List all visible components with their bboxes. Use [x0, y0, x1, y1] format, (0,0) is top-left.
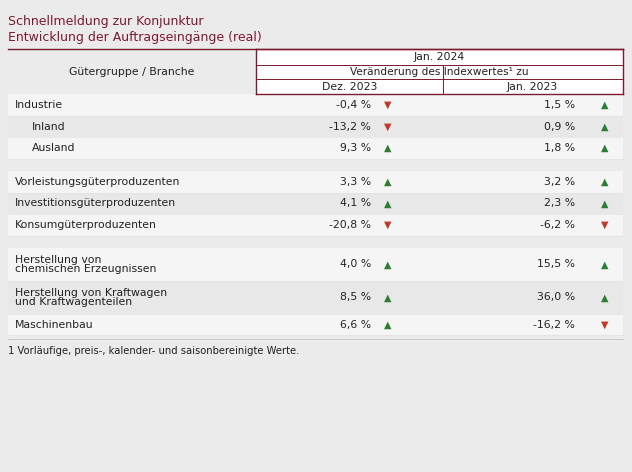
Text: ▼: ▼ [384, 220, 391, 230]
Text: Maschinenbau: Maschinenbau [15, 320, 93, 329]
Text: 1,5 %: 1,5 % [544, 100, 575, 110]
Text: ▲: ▲ [384, 143, 391, 153]
Text: Ausland: Ausland [32, 143, 76, 153]
Text: Gütergruppe / Branche: Gütergruppe / Branche [70, 67, 195, 77]
Text: ▼: ▼ [601, 320, 609, 329]
Text: ▲: ▲ [601, 177, 609, 187]
Text: 8,5 %: 8,5 % [340, 292, 371, 303]
Text: 4,0 %: 4,0 % [340, 259, 371, 270]
Text: ▼: ▼ [384, 100, 391, 110]
Text: ▲: ▲ [601, 259, 609, 270]
Text: 3,2 %: 3,2 % [544, 177, 575, 187]
Text: ▲: ▲ [384, 292, 391, 303]
Text: und Kraftwagenteilen: und Kraftwagenteilen [15, 296, 131, 307]
Text: Inland: Inland [32, 122, 66, 132]
Text: -20,8 %: -20,8 % [329, 220, 371, 230]
Text: ▲: ▲ [384, 259, 391, 270]
Text: chemischen Erzeugnissen: chemischen Erzeugnissen [15, 263, 156, 274]
Text: 3,3 %: 3,3 % [340, 177, 371, 187]
Text: 6,6 %: 6,6 % [340, 320, 371, 329]
Text: ▼: ▼ [384, 122, 391, 132]
Text: -13,2 %: -13,2 % [329, 122, 371, 132]
Text: 0,9 %: 0,9 % [544, 122, 575, 132]
Text: ▲: ▲ [384, 320, 391, 329]
Text: ▲: ▲ [384, 198, 391, 208]
Text: ▲: ▲ [601, 198, 609, 208]
Text: Herstellung von Kraftwagen: Herstellung von Kraftwagen [15, 288, 167, 298]
Text: Industrie: Industrie [15, 100, 63, 110]
Text: Vorleistungsgüterproduzenten: Vorleistungsgüterproduzenten [15, 177, 180, 187]
Text: Jan. 2023: Jan. 2023 [507, 82, 558, 92]
Text: -6,2 %: -6,2 % [540, 220, 575, 230]
Text: -16,2 %: -16,2 % [533, 320, 575, 329]
Text: Entwicklung der Auftragseingänge (real): Entwicklung der Auftragseingänge (real) [8, 31, 262, 44]
Text: Herstellung von: Herstellung von [15, 255, 101, 265]
Text: 1 Vorläufige, preis-, kalender- und saisonbereinigte Werte.: 1 Vorläufige, preis-, kalender- und sais… [8, 346, 300, 356]
Text: Investitionsgüterproduzenten: Investitionsgüterproduzenten [15, 198, 176, 208]
Text: ▲: ▲ [384, 177, 391, 187]
Text: ▲: ▲ [601, 292, 609, 303]
Text: Veränderung des Indexwertes¹ zu: Veränderung des Indexwertes¹ zu [350, 67, 528, 77]
Text: Schnellmeldung zur Konjunktur: Schnellmeldung zur Konjunktur [8, 15, 204, 28]
Text: 1,8 %: 1,8 % [544, 143, 575, 153]
Text: Konsumgüterproduzenten: Konsumgüterproduzenten [15, 220, 156, 230]
Text: 2,3 %: 2,3 % [544, 198, 575, 208]
Text: ▲: ▲ [601, 122, 609, 132]
Text: Dez. 2023: Dez. 2023 [322, 82, 377, 92]
Text: 15,5 %: 15,5 % [537, 259, 575, 270]
Text: 4,1 %: 4,1 % [340, 198, 371, 208]
Text: 9,3 %: 9,3 % [340, 143, 371, 153]
Text: 36,0 %: 36,0 % [537, 292, 575, 303]
Text: ▲: ▲ [601, 143, 609, 153]
Text: -0,4 %: -0,4 % [336, 100, 371, 110]
Text: ▲: ▲ [601, 100, 609, 110]
Text: ▼: ▼ [601, 220, 609, 230]
Text: Jan. 2024: Jan. 2024 [413, 52, 465, 62]
